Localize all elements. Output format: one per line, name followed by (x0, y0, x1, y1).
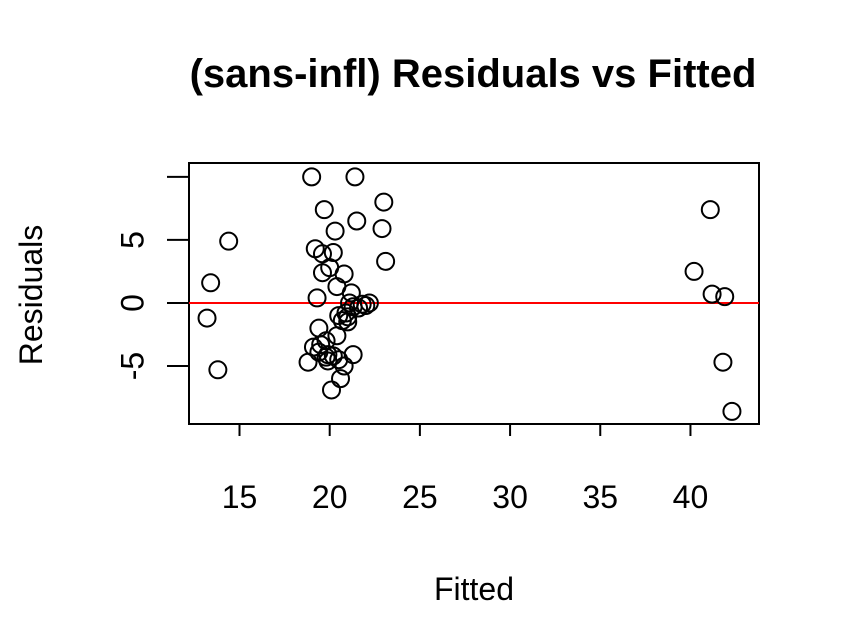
chart-title: (sans-infl) Residuals vs Fitted (190, 52, 757, 96)
data-point (702, 284, 722, 304)
x-tick-label: 20 (312, 479, 348, 515)
data-point (316, 331, 336, 351)
data-point (713, 352, 733, 372)
data-point (356, 295, 376, 315)
data-point (312, 263, 332, 283)
data-point (334, 264, 354, 284)
data-point (323, 243, 343, 263)
data-point (347, 211, 367, 231)
data-point (323, 346, 343, 366)
data-point (197, 308, 217, 328)
data-point (208, 360, 228, 380)
data-point (345, 167, 365, 187)
x-tick-label: 25 (402, 479, 438, 515)
y-axis-label: Residuals (13, 225, 49, 366)
data-point (684, 261, 704, 281)
data-point (343, 345, 363, 365)
data-point (305, 239, 325, 259)
data-point (201, 273, 221, 293)
x-tick-label: 30 (492, 479, 528, 515)
data-point (307, 288, 327, 308)
data-point (325, 221, 345, 241)
data-point (372, 219, 392, 239)
data-point (327, 277, 347, 297)
x-tick-label: 15 (222, 479, 258, 515)
plot-frame (188, 162, 760, 425)
y-axis: -5 0 5 (114, 175, 190, 380)
data-point (311, 335, 331, 355)
y-tick-label: -5 (114, 352, 150, 380)
data-points (197, 167, 742, 421)
data-point (314, 200, 334, 220)
y-tick-label: 0 (114, 294, 150, 312)
data-point (715, 287, 735, 307)
x-tick-label: 40 (673, 479, 709, 515)
x-axis: 15 20 25 30 35 40 (222, 423, 709, 515)
y-tick-label: 5 (114, 231, 150, 249)
data-point (309, 318, 329, 338)
data-point (700, 200, 720, 220)
data-point (331, 369, 351, 389)
data-point (343, 297, 363, 317)
data-point (302, 167, 322, 187)
data-point (322, 380, 341, 400)
x-axis-label: Fitted (434, 571, 514, 607)
x-tick-label: 35 (582, 479, 618, 515)
data-point (722, 401, 742, 421)
data-point (219, 231, 239, 251)
data-point (376, 251, 396, 271)
data-point (374, 192, 394, 212)
data-point (334, 356, 354, 376)
